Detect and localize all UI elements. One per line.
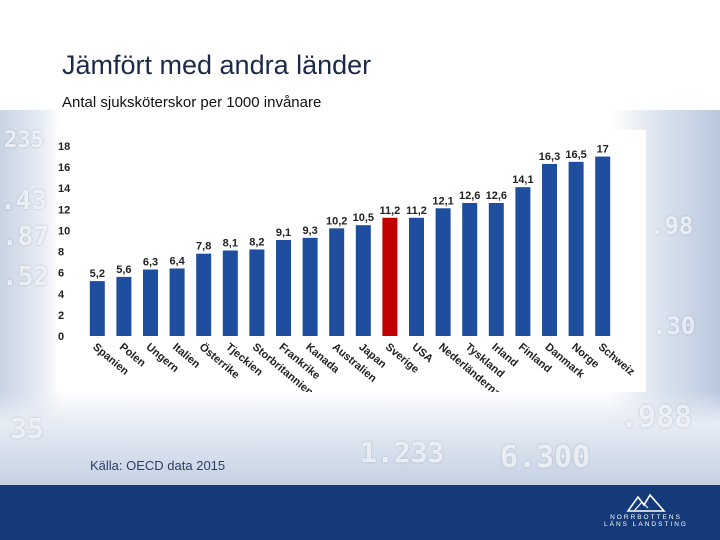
value-label: 16,3 xyxy=(539,151,560,163)
bar-polen xyxy=(116,276,132,336)
background-decoration: .52 xyxy=(2,262,49,292)
bar-usa xyxy=(409,217,424,336)
background-decoration: .30 xyxy=(652,312,696,340)
bar-storbritannien xyxy=(249,249,265,336)
bar-danmark xyxy=(542,163,557,336)
background-decoration: .98 xyxy=(650,212,694,240)
value-label: 6,4 xyxy=(169,255,185,267)
y-tick-label: 18 xyxy=(58,141,70,153)
y-tick-label: 0 xyxy=(58,331,64,343)
chart-panel: 0 2 4 6 8 10 12 14 16 18 5,2 5,6 6,3 6,4 7,8 8,1 8,2 9,1… xyxy=(56,130,646,392)
bar-tyskland xyxy=(462,203,478,336)
y-tick-label: 14 xyxy=(58,183,71,195)
bar-schweiz xyxy=(595,156,611,336)
value-label: 11,2 xyxy=(406,205,427,217)
page-subtitle: Antal sjuksköterskor per 1000 invånare xyxy=(62,94,322,111)
value-label: 9,3 xyxy=(302,225,317,237)
bar-ungern xyxy=(143,269,158,336)
bar-nederländerna xyxy=(435,208,451,336)
y-tick-label: 6 xyxy=(58,268,64,280)
y-tick-label: 12 xyxy=(58,204,70,216)
value-label: 10,5 xyxy=(353,212,374,224)
y-tick-label: 10 xyxy=(58,225,70,237)
value-label: 7,8 xyxy=(196,241,211,253)
value-label: 10,2 xyxy=(326,215,347,227)
value-label: 8,1 xyxy=(223,238,238,250)
value-label: 8,2 xyxy=(249,236,264,248)
value-label: 11,2 xyxy=(379,205,400,217)
category-labels: SpanienPolenUngernItalienÖsterrikeTjecki… xyxy=(90,340,637,392)
bar-italien xyxy=(169,268,185,336)
bar-frankrike xyxy=(276,239,291,336)
y-tick-label: 8 xyxy=(58,247,64,259)
bar-kanada xyxy=(302,237,318,336)
bar-österrike xyxy=(196,253,212,336)
bar-tjeckien xyxy=(222,250,238,336)
page-title: Jämfört med andra länder xyxy=(62,50,372,80)
value-label: 6,3 xyxy=(143,257,158,269)
value-label: 17 xyxy=(597,144,609,156)
y-tick-label: 2 xyxy=(58,310,64,322)
bar-norge xyxy=(568,161,584,336)
value-label: 12,6 xyxy=(459,190,480,202)
bar-irland xyxy=(488,203,504,336)
logo-text-line1: NORRBOTTENS xyxy=(610,514,682,521)
value-label: 12,1 xyxy=(432,195,453,207)
y-tick-label: 16 xyxy=(58,162,70,174)
background-decoration: 235 xyxy=(4,128,44,153)
value-label: 12,6 xyxy=(486,190,507,202)
value-label: 14,1 xyxy=(512,174,533,186)
background-bottom xyxy=(0,390,720,485)
value-label: 5,6 xyxy=(116,264,131,276)
logo-text-line2: LÄNS LANDSTING xyxy=(604,521,688,528)
background-decoration: .988 xyxy=(620,400,693,435)
value-label: 9,1 xyxy=(276,227,291,239)
value-labels: 5,2 5,6 6,3 6,4 7,8 8,1 8,2 9,1 9,3 10,2 10,5 11,2 1… xyxy=(90,144,609,281)
background-decoration: .87 xyxy=(2,222,49,252)
value-label: 16,5 xyxy=(565,149,586,161)
organization-logo: NORRBOTTENS LÄNS LANDSTING xyxy=(596,493,696,535)
footer-bar xyxy=(0,485,720,540)
background-decoration: 1.233 xyxy=(360,436,445,469)
source-note: Källa: OECD data 2015 xyxy=(90,458,226,473)
category-label: Schweiz xyxy=(596,341,637,378)
bars xyxy=(89,156,611,336)
background-decoration: 6.300 xyxy=(500,440,591,475)
bar-spanien xyxy=(89,281,105,336)
value-label: 5,2 xyxy=(90,268,105,280)
bar-chart: 0 2 4 6 8 10 12 14 16 18 5,2 5,6 6,3 6,4 7,8 8,1 8,2 9,1… xyxy=(58,141,637,392)
y-tick-label: 4 xyxy=(58,289,65,301)
bar-sverige xyxy=(382,217,398,336)
y-axis: 0 2 4 6 8 10 12 14 16 18 xyxy=(58,141,71,343)
background-decoration: .43 xyxy=(0,186,47,216)
logo-mark-icon xyxy=(626,493,666,512)
bar-japan xyxy=(355,225,371,336)
background-decoration: 35 xyxy=(10,412,44,445)
bar-australien xyxy=(329,228,345,336)
bar-finland xyxy=(515,187,531,336)
